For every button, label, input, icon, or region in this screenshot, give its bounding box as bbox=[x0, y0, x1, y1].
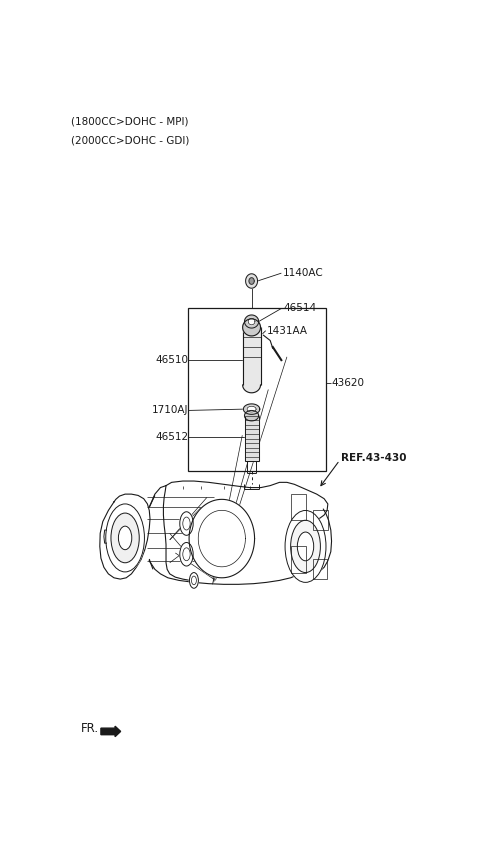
Circle shape bbox=[106, 504, 144, 572]
Circle shape bbox=[119, 526, 132, 549]
Bar bbox=[313, 559, 327, 579]
Circle shape bbox=[290, 520, 321, 572]
Text: (2000CC>DOHC - GDI): (2000CC>DOHC - GDI) bbox=[71, 136, 190, 146]
Circle shape bbox=[180, 512, 193, 536]
Polygon shape bbox=[246, 274, 258, 288]
Circle shape bbox=[190, 572, 198, 588]
Polygon shape bbox=[243, 328, 261, 385]
Text: 43620: 43620 bbox=[332, 378, 365, 388]
Polygon shape bbox=[243, 385, 261, 393]
Text: 1431AA: 1431AA bbox=[266, 326, 308, 335]
Polygon shape bbox=[249, 278, 254, 284]
Circle shape bbox=[111, 513, 139, 563]
Polygon shape bbox=[244, 416, 259, 462]
Text: 46512: 46512 bbox=[155, 431, 188, 441]
Text: REF.43-430: REF.43-430 bbox=[341, 453, 407, 464]
Bar bbox=[313, 510, 328, 530]
Polygon shape bbox=[243, 319, 261, 336]
Text: 46514: 46514 bbox=[283, 303, 316, 313]
FancyArrow shape bbox=[101, 726, 120, 737]
Text: FR.: FR. bbox=[81, 722, 98, 734]
Polygon shape bbox=[244, 410, 259, 421]
Bar bbox=[290, 547, 305, 572]
Polygon shape bbox=[248, 318, 255, 325]
Text: 1140AC: 1140AC bbox=[283, 268, 324, 278]
Bar bbox=[290, 494, 305, 520]
Text: 46510: 46510 bbox=[156, 355, 188, 365]
Circle shape bbox=[285, 510, 326, 582]
Polygon shape bbox=[244, 315, 259, 328]
Polygon shape bbox=[247, 407, 256, 412]
Text: 1710AJ: 1710AJ bbox=[152, 406, 188, 415]
Polygon shape bbox=[189, 499, 254, 578]
Circle shape bbox=[297, 532, 314, 561]
Text: (1800CC>DOHC - MPI): (1800CC>DOHC - MPI) bbox=[71, 116, 189, 127]
Polygon shape bbox=[243, 404, 260, 414]
Bar bbox=[188, 308, 326, 471]
Circle shape bbox=[180, 543, 193, 566]
